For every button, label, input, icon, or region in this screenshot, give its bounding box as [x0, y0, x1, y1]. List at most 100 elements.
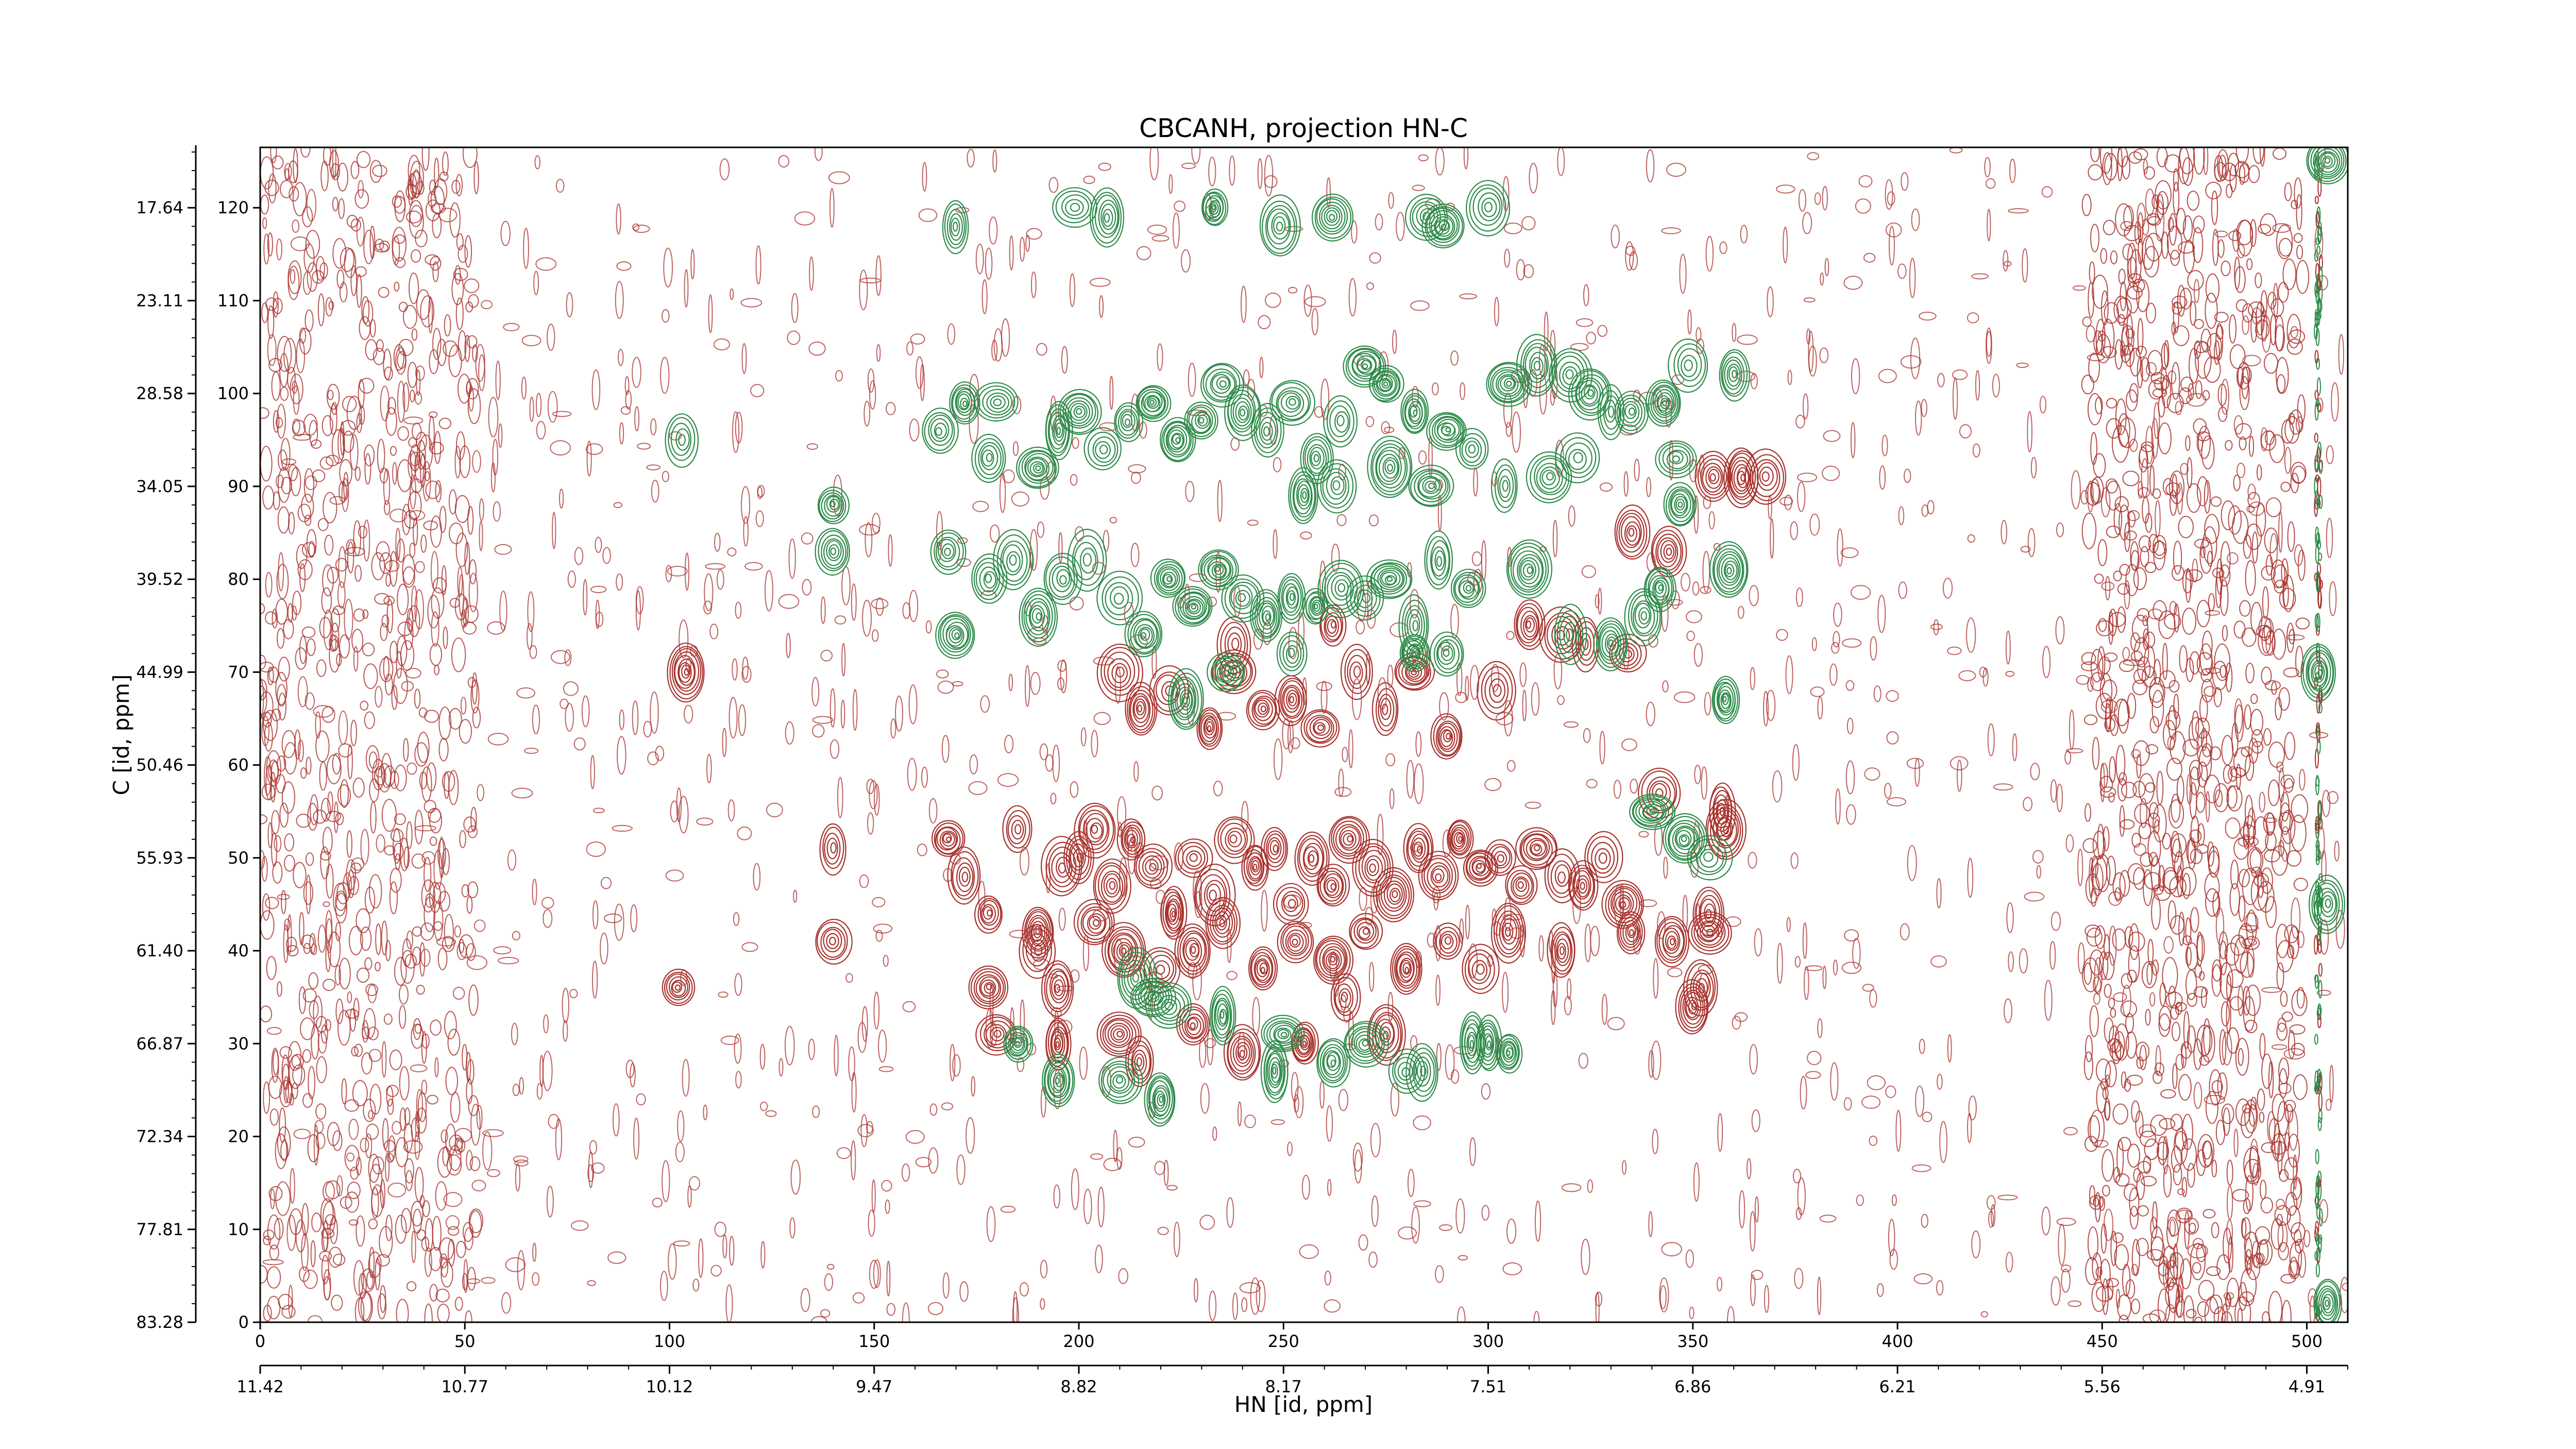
noise-contour [563, 681, 579, 696]
noise-contour [734, 1033, 742, 1064]
noise-contour [467, 388, 481, 424]
noise-contour [1810, 686, 1825, 697]
noise-contour [2279, 802, 2291, 835]
noise-contour [1846, 804, 1856, 825]
noise-contour [1794, 956, 1801, 968]
noise-contour [372, 347, 385, 365]
noise-contour [2121, 782, 2137, 799]
noise-contour [2140, 852, 2153, 867]
noise-contour [267, 232, 274, 257]
noise-contour [268, 1075, 283, 1099]
noise-contour [1503, 700, 1513, 737]
noise-contour [2213, 783, 2229, 813]
noise-contour [2275, 315, 2284, 351]
noise-contour [590, 585, 607, 594]
noise-contour [438, 417, 452, 429]
noise-contour [1659, 1285, 1667, 1309]
noise-contour [1851, 358, 1860, 394]
noise-contour [2176, 208, 2187, 235]
noise-contour [1232, 1292, 1238, 1320]
noise-contour [2245, 753, 2255, 781]
noise-contour [651, 480, 659, 503]
noise-contour [260, 1005, 273, 1022]
noise-contour [313, 705, 334, 718]
noise-contour [2209, 1294, 2223, 1315]
noise-contour [2293, 1154, 2297, 1190]
noise-contour [2081, 194, 2092, 216]
noise-contour [466, 1150, 473, 1171]
noise-contour [305, 230, 320, 259]
noise-contour [2145, 188, 2155, 216]
noise-contour [2187, 270, 2204, 291]
noise-contour [317, 924, 327, 953]
noise-contour [1599, 482, 1613, 492]
noise-contour [1516, 259, 1526, 281]
noise-contour [2284, 924, 2299, 943]
noise-contour [358, 1272, 367, 1299]
noise-contour [869, 380, 876, 410]
noise-contour [1879, 465, 1886, 490]
noise-contour [417, 1092, 427, 1122]
noise-contour [624, 376, 630, 395]
positive-peak [1484, 839, 1516, 876]
noise-contour [1253, 628, 1263, 650]
noise-contour [423, 856, 432, 892]
noise-contour [303, 243, 315, 273]
noise-contour [1505, 422, 1512, 437]
noise-contour [431, 587, 445, 619]
noise-contour [400, 837, 409, 871]
noise-contour [2201, 1025, 2215, 1063]
x-index-tick-label: 350 [1677, 1332, 1708, 1351]
noise-contour [2081, 661, 2098, 671]
noise-contour [1586, 331, 1596, 345]
noise-contour [2099, 1259, 2111, 1289]
x-index-tick-label: 150 [858, 1332, 890, 1351]
noise-contour [459, 934, 474, 958]
noise-contour [2159, 982, 2166, 1007]
noise-contour [2105, 576, 2111, 601]
noise-contour [2230, 860, 2239, 890]
noise-contour [2268, 742, 2285, 768]
noise-contour [2205, 888, 2219, 917]
noise-contour [369, 1246, 375, 1278]
noise-contour [301, 934, 314, 949]
noise-contour [1506, 631, 1515, 640]
noise-contour [589, 1140, 598, 1155]
noise-contour [2256, 1253, 2265, 1265]
noise-contour [2318, 495, 2323, 509]
noise-contour [922, 162, 927, 192]
noise-contour [2156, 771, 2164, 805]
noise-contour [532, 1242, 537, 1262]
noise-contour [2314, 935, 2318, 955]
noise-contour [2100, 786, 2116, 798]
noise-contour [2194, 986, 2208, 998]
noise-contour [2280, 990, 2288, 1007]
noise-contour [1506, 760, 1516, 772]
noise-contour [632, 700, 639, 735]
noise-contour [468, 1095, 479, 1117]
noise-contour [2132, 680, 2148, 696]
noise-contour [342, 396, 357, 413]
noise-contour [1661, 227, 1682, 234]
noise-contour [289, 186, 299, 202]
noise-contour [980, 695, 990, 713]
noise-contour [438, 737, 449, 762]
noise-contour [2286, 850, 2302, 867]
noise-contour [2067, 1300, 2082, 1307]
noise-contour [270, 771, 276, 803]
noise-contour [790, 1159, 801, 1195]
noise-contour [2189, 717, 2205, 750]
noise-contour [742, 656, 749, 680]
noise-contour [682, 1058, 690, 1097]
noise-contour [2129, 439, 2138, 452]
noise-contour [1270, 1119, 1285, 1125]
noise-contour [684, 552, 690, 591]
noise-contour [2130, 249, 2142, 284]
positive-peak [1041, 836, 1082, 897]
noise-contour [1045, 863, 1051, 894]
noise-contour [521, 334, 541, 347]
noise-contour [275, 598, 288, 625]
noise-contour [1950, 756, 1969, 770]
noise-contour [937, 680, 954, 694]
noise-contour [1495, 712, 1514, 726]
